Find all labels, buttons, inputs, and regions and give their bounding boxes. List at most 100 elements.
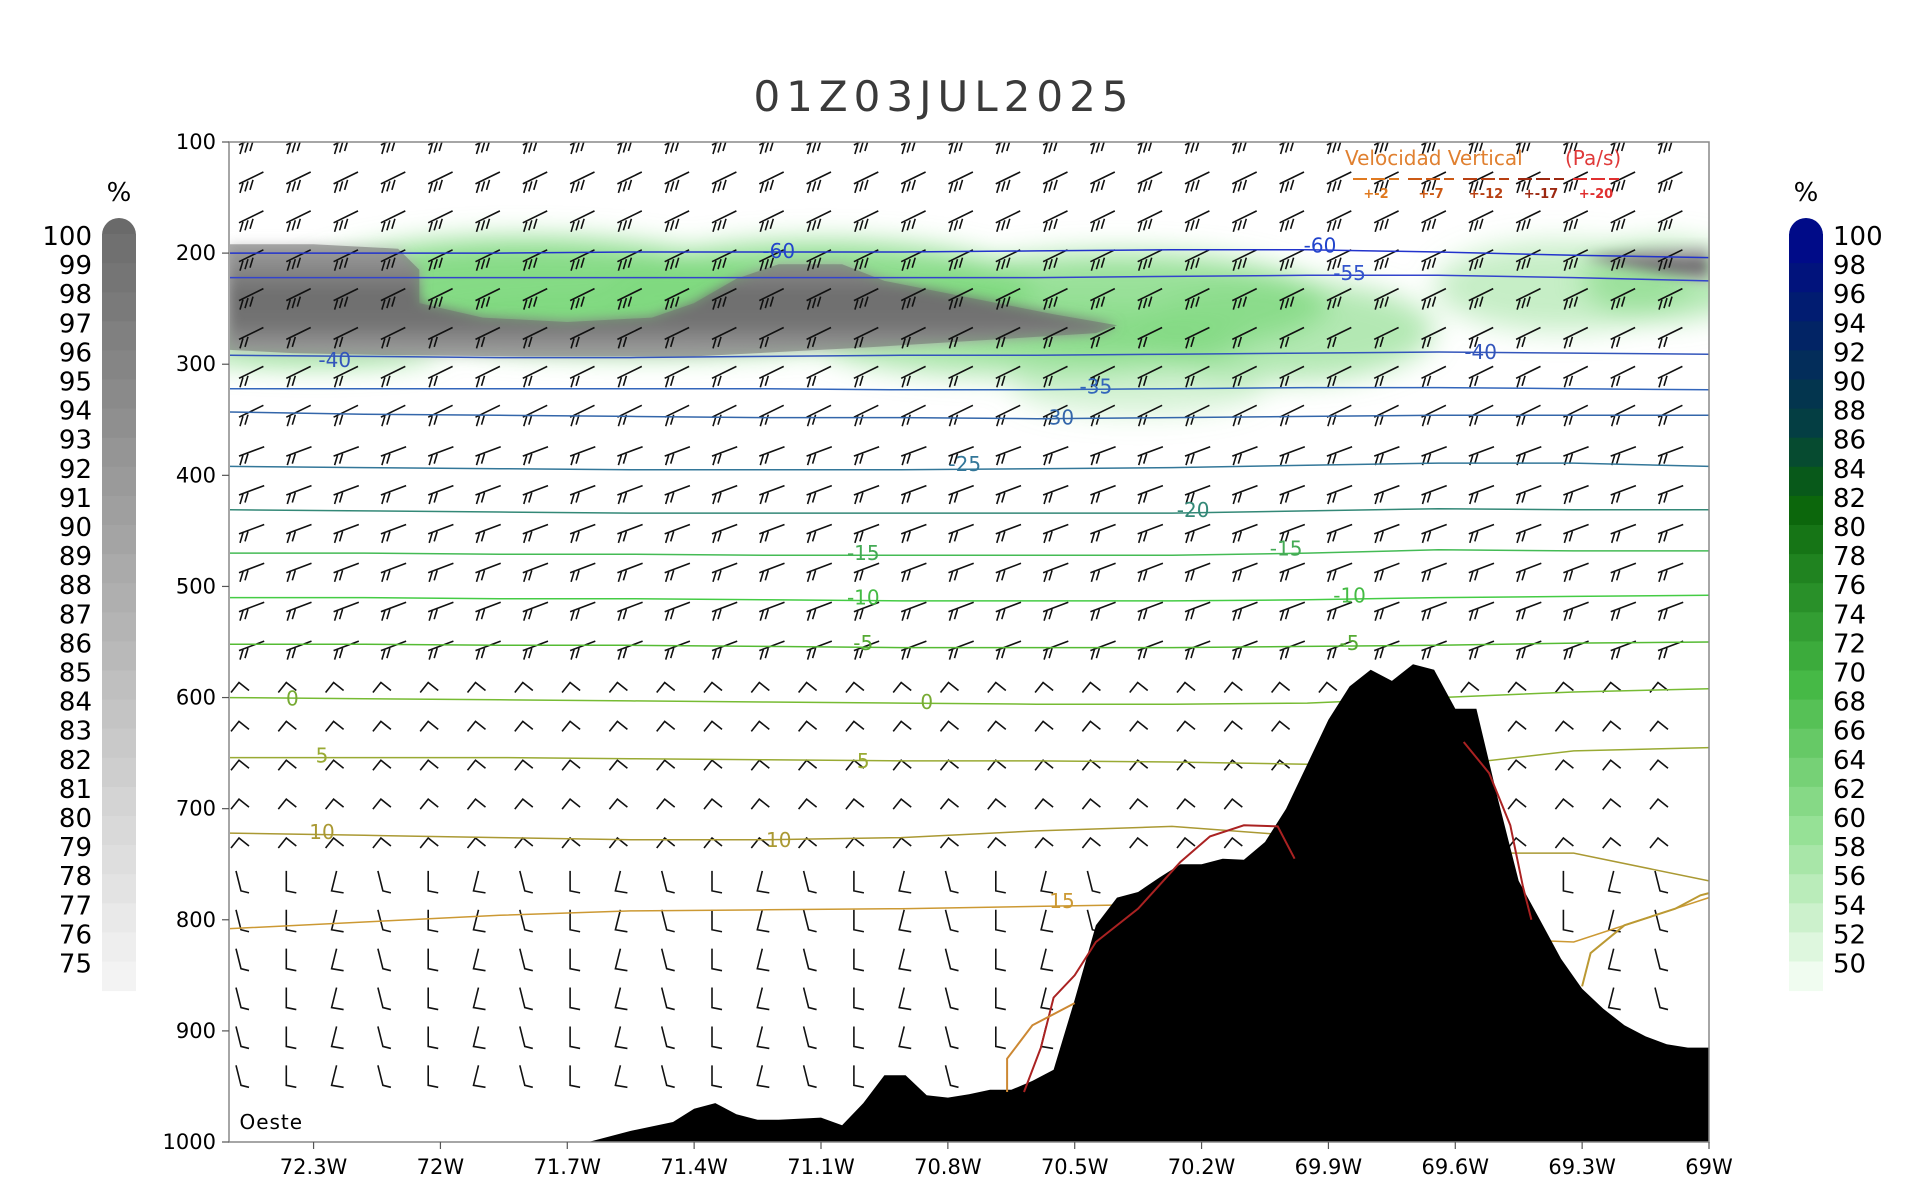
colorbar-swatch: [102, 786, 136, 817]
wind-barb: [995, 445, 1022, 466]
colorbar-swatch: [102, 612, 136, 642]
wind-barb: [238, 365, 264, 388]
wind-barb: [522, 142, 538, 155]
wind-barb: [427, 210, 453, 233]
wind-barb: [759, 562, 785, 583]
colorbar-swatch: [1789, 437, 1823, 468]
wind-barb: [802, 987, 817, 1011]
wind-barb: [759, 640, 785, 660]
place-label: Este: [1643, 1110, 1690, 1134]
colorbar-swatch: [1789, 234, 1823, 264]
wind-barb: [944, 1065, 959, 1089]
wind-barb: [1231, 287, 1258, 310]
wind-barb: [948, 523, 974, 544]
wind-barb: [1279, 249, 1305, 271]
colorbar-swatch: [1789, 932, 1823, 962]
wind-barb: [614, 1026, 628, 1050]
wind-barb: [703, 720, 723, 732]
wind-barb: [1563, 171, 1589, 194]
wind-barb: [519, 948, 533, 972]
x-tick-label: 70.2W: [1168, 1155, 1236, 1179]
wind-barb: [711, 326, 737, 349]
wind-barb: [900, 523, 927, 544]
wind-barb: [948, 142, 964, 155]
wind-barb: [900, 404, 926, 427]
colorbar-label: 84: [1833, 455, 1866, 485]
wind-barb: [845, 681, 865, 693]
wind-barb: [939, 759, 959, 771]
wind-barb: [277, 836, 297, 849]
chart-title: 01Z03JUL2025: [753, 72, 1134, 121]
colorbar-swatch: [1789, 816, 1823, 846]
wind-barb: [1184, 445, 1211, 466]
colorbar-label: 86: [1833, 426, 1866, 456]
wind-barb: [758, 287, 785, 310]
colorbar-label: 80: [59, 804, 92, 834]
wind-barb: [466, 720, 486, 732]
wind-barb: [900, 601, 927, 621]
wind-barb: [475, 445, 501, 466]
wind-barb: [333, 142, 349, 155]
wind-barb: [806, 640, 833, 660]
wind-barb: [1279, 484, 1306, 505]
wind-barb: [519, 1026, 533, 1050]
wind-barb: [948, 326, 974, 349]
wind-barb: [1042, 287, 1068, 310]
wind-barb: [1129, 720, 1149, 732]
wind-barb: [285, 870, 297, 894]
wind-barb: [1602, 759, 1622, 771]
temp-contour: [230, 594, 1710, 602]
x-tick-label: 70.8W: [914, 1155, 982, 1179]
wind-barb: [995, 523, 1022, 544]
wind-barb: [1515, 210, 1541, 233]
wind-barb: [472, 948, 486, 972]
wind-barb: [230, 797, 250, 810]
wind-barb: [802, 870, 817, 894]
temp-contour: [230, 386, 1710, 391]
wind-barb: [664, 287, 690, 310]
wind-barb: [1460, 681, 1480, 693]
wind-barb: [569, 171, 595, 194]
wind-barb: [711, 601, 738, 621]
wind-barb: [1318, 681, 1338, 693]
contour-label: 5: [857, 749, 870, 773]
wind-barb: [427, 1065, 439, 1089]
colorbar-label: 60: [1833, 804, 1866, 834]
wind-barb: [1468, 249, 1494, 271]
wind-barb: [285, 365, 312, 388]
wind-barb: [1373, 287, 1399, 310]
wind-barb: [711, 249, 737, 271]
wind-barb: [1468, 601, 1495, 621]
wind-barb: [939, 720, 959, 732]
wind-barb: [1657, 171, 1683, 194]
colorbar-label: 70: [1833, 659, 1866, 689]
legend-item-label: +-20: [1579, 187, 1613, 202]
wind-barb: [1279, 171, 1305, 194]
wind-barb: [1421, 484, 1447, 505]
wind-barb: [898, 987, 912, 1011]
wind-barb: [333, 601, 360, 621]
wind-barb: [1223, 836, 1243, 849]
wind-barb: [1270, 720, 1291, 732]
wind-barb: [522, 523, 549, 544]
wind-barb: [372, 720, 392, 732]
wind-barb: [660, 909, 675, 933]
wind-barb: [892, 681, 912, 693]
wind-barb: [995, 601, 1022, 621]
wind-barb: [1137, 601, 1164, 621]
wind-barb: [569, 210, 595, 233]
wind-barb: [472, 1026, 486, 1050]
colorbar-label: 100: [42, 222, 92, 252]
wind-barb: [1468, 562, 1495, 583]
legend-unit: (Pa/s): [1565, 146, 1621, 170]
wind-barb: [711, 909, 723, 933]
temp-contour: [230, 274, 1710, 282]
wind-barb: [1081, 681, 1101, 693]
y-tick-label: 400: [176, 463, 216, 487]
wind-barb: [522, 326, 548, 349]
wind-barb: [759, 484, 785, 505]
y-axis: 100 200 300 400 500 600 700 800 900 1000: [163, 130, 229, 1154]
wind-barb: [1421, 171, 1447, 194]
wind-barb: [900, 287, 926, 310]
vertical-velocity-contour: [1462, 741, 1533, 921]
